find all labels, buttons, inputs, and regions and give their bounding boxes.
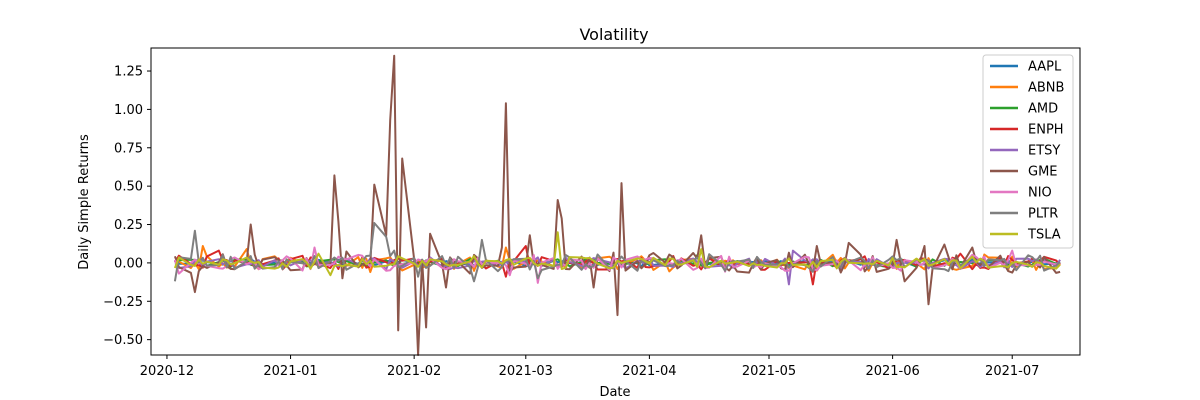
series-lines <box>173 54 1061 356</box>
legend-label-etsy: ETSY <box>1028 144 1060 159</box>
legend-label-nio: NIO <box>1028 186 1052 201</box>
legend-label-gme: GME <box>1028 165 1058 180</box>
x-tick-label: 2020-12 <box>140 364 194 379</box>
y-tick-label: 0.50 <box>114 180 143 195</box>
plot-frame <box>150 47 1081 356</box>
y-tick-label: 1.00 <box>114 103 143 118</box>
legend-label-abnb: ABNB <box>1028 81 1064 96</box>
x-tick-label: 2021-07 <box>985 364 1039 379</box>
y-tick-label: 0.25 <box>114 218 143 233</box>
series-line-gme <box>173 54 1061 356</box>
x-tick-label: 2021-03 <box>499 364 553 379</box>
legend-box <box>982 54 1074 249</box>
y-tick-label: 1.25 <box>114 65 143 80</box>
x-tick-label: 2021-01 <box>263 364 317 379</box>
x-tick-label: 2021-04 <box>622 364 676 379</box>
x-tick-label: 2021-05 <box>742 364 796 379</box>
y-tick-label: −0.50 <box>103 333 143 348</box>
series-line-tsla <box>173 231 1061 277</box>
y-tick-label: 0.75 <box>114 141 143 156</box>
chart-title: Volatility <box>579 25 648 44</box>
legend: AAPL ABNB AMD ENPH ETSY GME NIO PLTR TSLA <box>982 54 1074 249</box>
x-tick-label: 2021-02 <box>387 364 441 379</box>
y-tick-label: 0.00 <box>114 256 143 271</box>
legend-label-amd: AMD <box>1028 102 1058 117</box>
y-axis: −0.50 −0.25 0.00 0.25 0.50 0.75 1.00 1.25 <box>103 65 151 348</box>
x-axis-label: Date <box>599 385 630 400</box>
x-axis: 2020-12 2021-01 2021-02 2021-03 2021-04 2021-… <box>140 355 1039 379</box>
y-axis-label: Daily Simple Returns <box>77 134 92 270</box>
y-tick-label: −0.25 <box>103 295 143 310</box>
legend-label-pltr: PLTR <box>1028 207 1058 222</box>
legend-label-aapl: AAPL <box>1028 60 1062 75</box>
legend-label-tsla: TSLA <box>1027 228 1061 243</box>
x-tick-label: 2021-06 <box>865 364 919 379</box>
legend-label-enph: ENPH <box>1028 123 1064 138</box>
